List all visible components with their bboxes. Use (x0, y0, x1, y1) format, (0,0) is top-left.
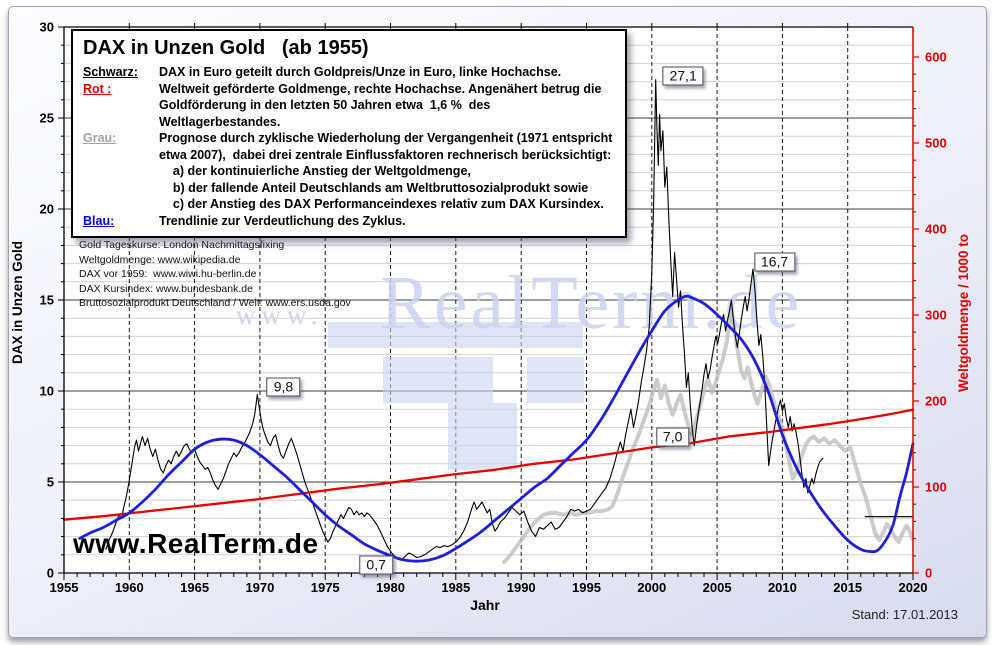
svg-text:www.: www. (236, 300, 324, 330)
x-axis-title: Jahr (470, 597, 500, 613)
legend-text-schwarz: DAX in Euro geteilt durch Goldpreis/Unze… (159, 65, 562, 79)
legend-label-blau: Blau: (83, 213, 115, 228)
svg-text:20: 20 (40, 202, 54, 217)
svg-text:0: 0 (47, 566, 54, 581)
legend-label-schwarz: Schwarz: (83, 65, 138, 79)
svg-text:5: 5 (47, 475, 54, 490)
svg-text:30: 30 (40, 20, 54, 35)
annotation-low-1980: 0,7 (359, 555, 393, 575)
svg-text:2010: 2010 (768, 580, 797, 595)
stand-date-label: Stand: 17.01.2013 (851, 607, 958, 622)
y-axis-left-title: DAX in Unzen Gold (10, 241, 25, 365)
legend-label-grau: Grau: (83, 131, 117, 145)
svg-text:400: 400 (925, 222, 947, 237)
svg-text:100: 100 (925, 480, 947, 495)
annotation-peak-1970: 9,8 (266, 377, 301, 397)
svg-text:25: 25 (40, 111, 54, 126)
annotation-peak-2000: 27,1 (662, 66, 704, 86)
data-sources-note: Gold Tageskurse: London Nachmittagsfixin… (79, 239, 351, 310)
legend-row-rot: Rot : Weltweit geförderte Goldmenge, rec… (83, 81, 615, 131)
svg-text:15: 15 (40, 293, 54, 308)
svg-text:2005: 2005 (703, 580, 732, 595)
svg-text:1980: 1980 (376, 580, 405, 595)
legend-text-rot: Weltweit geförderte Goldmenge, rechte Ho… (159, 81, 602, 129)
legend-text-blau: Trendlinie zur Verdeutlichung des Zyklus… (159, 213, 406, 228)
svg-text:1995: 1995 (572, 580, 601, 595)
svg-text:200: 200 (925, 394, 947, 409)
svg-text:1955: 1955 (50, 580, 79, 595)
legend-label-rot: Rot : (83, 81, 112, 96)
annotation-low-2003: 7,0 (655, 427, 690, 447)
svg-text:1960: 1960 (115, 580, 144, 595)
svg-text:500: 500 (925, 136, 947, 151)
svg-text:1970: 1970 (245, 580, 274, 595)
annotation-peak-2007: 16,7 (753, 252, 796, 272)
site-url-label: www.RealTerm.de (73, 528, 319, 559)
svg-text:1990: 1990 (507, 580, 536, 595)
legend-row-schwarz: Schwarz: DAX in Euro geteilt durch Goldp… (83, 64, 615, 81)
svg-text:2015: 2015 (833, 580, 862, 595)
svg-text:600: 600 (925, 50, 947, 65)
svg-text:10: 10 (40, 384, 54, 399)
legend-row-grau: Grau: Prognose durch zyklische Wiederhol… (83, 130, 615, 213)
svg-text:RealTerm.de: RealTerm.de (380, 261, 802, 345)
chart-title: DAX in Unzen Gold (ab 1955) (83, 37, 369, 59)
svg-text:2000: 2000 (637, 580, 666, 595)
svg-text:1985: 1985 (441, 580, 470, 595)
svg-text:0: 0 (925, 566, 932, 581)
svg-text:1965: 1965 (180, 580, 209, 595)
legend-row-blau: Blau: Trendlinie zur Verdeutlichung des … (83, 213, 615, 230)
legend-text-grau: Prognose durch zyklische Wiederholung de… (159, 131, 613, 211)
y-axis-right-title: Weltgoldmenge / 1000 to (956, 233, 971, 393)
svg-text:300: 300 (925, 308, 947, 323)
svg-text:1975: 1975 (311, 580, 340, 595)
legend-box: DAX in Unzen Gold (ab 1955) Schwarz: DAX… (71, 29, 627, 238)
svg-text:2020: 2020 (899, 580, 928, 595)
